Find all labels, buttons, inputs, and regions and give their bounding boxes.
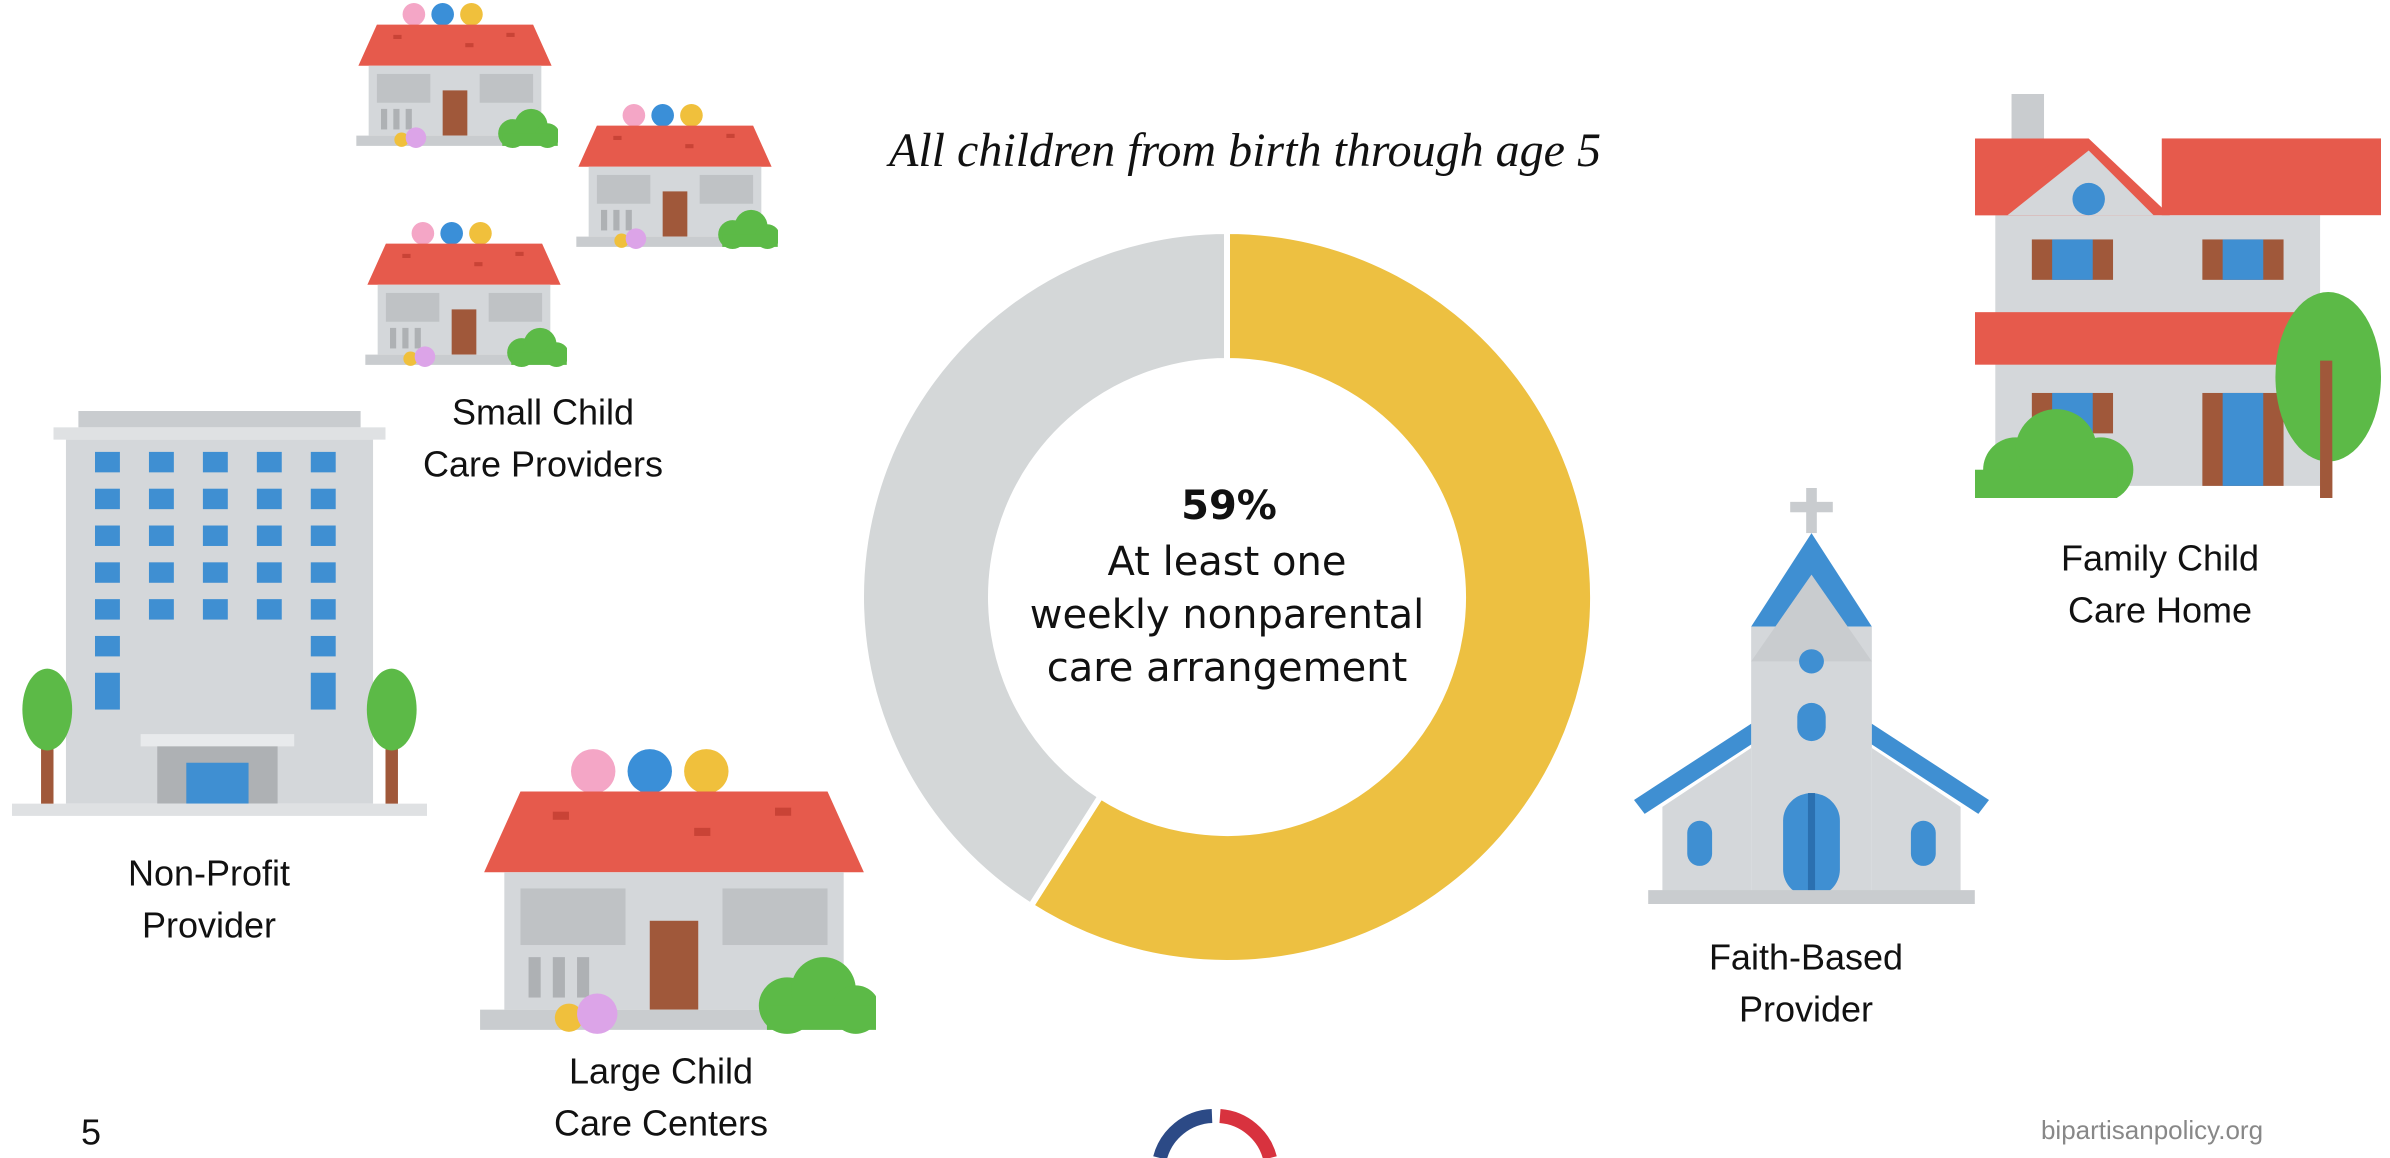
provider-label: Large Child [569, 1051, 753, 1092]
provider-label: Care Providers [423, 444, 663, 485]
center-label: At least one [1108, 539, 1347, 585]
provider-label: Care Home [2068, 590, 2252, 631]
provider-label: Care Centers [554, 1103, 768, 1144]
provider-label: Provider [142, 905, 276, 946]
provider-label: Family Child [2061, 538, 2259, 579]
slide: All children from birth through age 5 5 … [0, 0, 2390, 1158]
page-number: 5 [81, 1112, 101, 1153]
provider-label: Faith-Based [1709, 937, 1903, 978]
logo [1160, 1116, 1270, 1158]
center-label: weekly nonparental [1030, 592, 1425, 638]
provider-label: Small Child [452, 392, 634, 433]
chart-title: All children from birth through age 5 [886, 124, 1601, 177]
provider-label: Provider [1739, 989, 1873, 1030]
center-label: care arrangement [1047, 645, 1408, 691]
value-label: 59% [1181, 483, 1277, 529]
provider-label: Non-Profit [128, 853, 290, 894]
source: bipartisanpolicy.org [2041, 1115, 2263, 1145]
